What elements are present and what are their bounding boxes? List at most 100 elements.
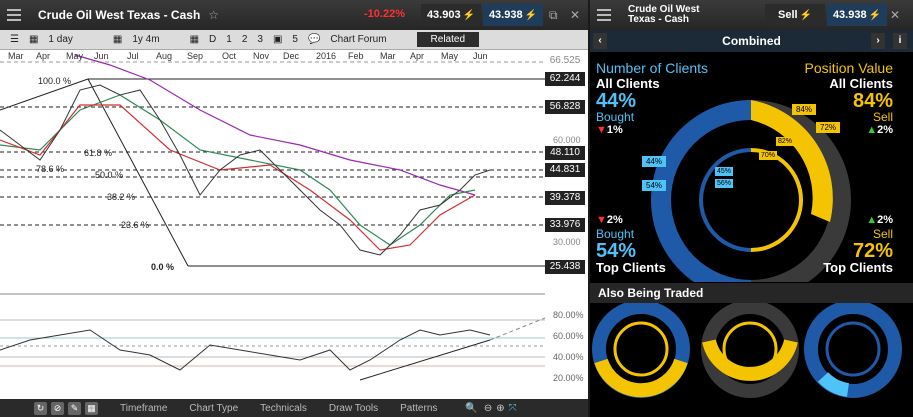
block-icon[interactable]: ⊘	[51, 401, 64, 415]
period-1[interactable]: 1	[226, 34, 232, 45]
lower-axis-label: 20.00%	[553, 373, 584, 383]
fib-0: 0.0 %	[151, 262, 175, 272]
interval-select[interactable]: 1 day	[48, 34, 73, 45]
price-label: 56.828	[545, 100, 585, 114]
sell-label-top: Sell	[872, 227, 893, 241]
bought-change-top: ▼2%	[596, 214, 623, 226]
zoom-in-icon[interactable]: ⊕	[496, 402, 505, 414]
range-select[interactable]: 1y 4m	[132, 34, 160, 45]
sell-arrow-icon: ⚡	[799, 9, 813, 21]
fib-100: 100.0 %	[38, 76, 72, 86]
also-traded-header: Also Being Traded	[590, 283, 913, 303]
price-label: 48.110	[545, 146, 585, 160]
chart-titlebar: Crude Oil West Texas - Cash ☆ -10.22% 43…	[0, 0, 588, 30]
calendar-icon-2[interactable]: ▦	[112, 34, 123, 45]
sell-arrow-icon: ⚡	[462, 9, 476, 21]
lower-axis-label: 60.00%	[553, 331, 584, 341]
down-arrow-icon: ▼	[596, 214, 607, 226]
ring-label: 44%	[642, 156, 667, 167]
buy-arrow-icon: ⚡	[524, 9, 538, 21]
sentiment-title: Crude Oil West Texas - Cash	[628, 4, 700, 25]
num-clients-label: Number of Clients	[596, 60, 709, 76]
zoom-icon[interactable]: 🔍	[465, 402, 478, 414]
settings-icon[interactable]: ☰	[10, 34, 19, 45]
sell-label: Sell	[872, 110, 893, 124]
bought-label-top: Bought	[596, 227, 635, 241]
chevron-right-icon[interactable]: ›	[871, 33, 885, 49]
calendar-icon-3[interactable]: ▦	[189, 34, 200, 45]
price-label: 33.976	[545, 218, 585, 232]
buy-price-box[interactable]: 43.938 ⚡	[827, 4, 887, 26]
price-label: 39.378	[545, 191, 585, 205]
brush-icon[interactable]: ✎	[68, 401, 81, 415]
related-button[interactable]: Related	[416, 32, 480, 47]
price-chart[interactable]	[0, 50, 588, 400]
fib-50: 50.0 %	[95, 170, 124, 180]
position-value-label: Position Value	[804, 60, 893, 76]
sentiment-titlebar: Crude Oil West Texas - Cash Sell ⚡ 43.938 ⚡…	[590, 0, 913, 30]
ring-label: 45%	[715, 167, 734, 176]
down-arrow-icon: ▼	[596, 124, 607, 136]
up-arrow-icon: ▲	[866, 124, 878, 136]
all-clients-label: All Clients	[596, 76, 660, 91]
info-icon[interactable]: i	[893, 33, 907, 49]
popout-icon[interactable]: ⧉	[549, 8, 558, 22]
period-5[interactable]: 5	[292, 34, 298, 45]
sell-price-box[interactable]: Sell ⚡	[765, 4, 825, 26]
fib-786: 78.6 %	[36, 164, 65, 174]
grid-icon[interactable]: ▦	[85, 401, 98, 415]
ring-label: 72%	[816, 122, 841, 133]
chart-bottombar: ↻ ⊘ ✎ ▦ Timeframe Chart Type Technicals …	[0, 399, 588, 417]
sell-price-box[interactable]: 43.903 ⚡	[421, 4, 481, 26]
lower-axis-label: 40.00%	[553, 352, 584, 362]
also-traded-rings[interactable]	[590, 303, 913, 415]
combined-header: ‹ Combined › i	[590, 30, 913, 52]
period-2[interactable]: 2	[241, 34, 248, 45]
patterns-tab[interactable]: Patterns	[400, 402, 438, 414]
chevron-left-icon[interactable]: ‹	[593, 33, 607, 49]
up-arrow-icon: ▲	[866, 214, 878, 226]
chart-forum-button[interactable]: Chart Forum	[330, 34, 387, 45]
change-pct: -10.22%	[364, 8, 405, 20]
price-axis-label: 30.000	[553, 237, 581, 247]
zoom-out-icon[interactable]: ⊖	[483, 402, 493, 414]
close-icon[interactable]: ✕	[570, 8, 581, 22]
star-icon[interactable]: ☆	[208, 8, 220, 22]
ring-label: 54%	[642, 180, 667, 191]
price-axis-label: 60.000	[553, 135, 581, 145]
combined-label: Combined	[722, 34, 781, 48]
ring-label: 70%	[759, 151, 778, 160]
period-d[interactable]: D	[209, 34, 217, 45]
fib-618: 61.8 %	[84, 148, 113, 158]
timeframe-tab[interactable]: Timeframe	[120, 402, 168, 414]
buy-arrow-icon: ⚡	[868, 9, 882, 21]
draw-tools-tab[interactable]: Draw Tools	[328, 402, 379, 414]
chat-icon[interactable]: 💬	[307, 34, 321, 45]
price-label: 25.438	[545, 260, 585, 274]
bought-change-all: ▼1%	[596, 124, 623, 136]
menu-icon[interactable]	[0, 0, 28, 30]
refresh-icon[interactable]: ↻	[34, 401, 47, 415]
chart-panel: Crude Oil West Texas - Cash ☆ -10.22% 43…	[0, 0, 588, 417]
sell-change-top: ▲2%	[866, 214, 893, 226]
compare-icon[interactable]: ▣	[272, 34, 283, 45]
ring-label: 82%	[776, 137, 795, 146]
sell-pct-top: 72%	[852, 240, 893, 262]
calendar-icon[interactable]: ▦	[28, 34, 39, 45]
price-label: 62.244	[545, 72, 585, 86]
bought-pct-all: 44%	[596, 90, 637, 112]
buy-price-box[interactable]: 43.938 ⚡	[483, 4, 543, 26]
sell-pct-all: 84%	[852, 90, 893, 112]
period-3[interactable]: 3	[257, 34, 263, 45]
bought-label: Bought	[596, 110, 635, 124]
month-axis: Mar Apr May Jun Jul Aug Sep Oct Nov Dec …	[8, 51, 488, 61]
all-clients-label-right: All Clients	[829, 76, 893, 91]
close-icon[interactable]: ✕	[890, 8, 901, 22]
technicals-tab[interactable]: Technicals	[260, 402, 307, 414]
menu-icon[interactable]	[590, 0, 618, 30]
price-label: 66.525	[545, 54, 585, 68]
chart-type-tab[interactable]: Chart Type	[189, 402, 239, 414]
top-clients-label: Top Clients	[596, 260, 666, 275]
fit-icon[interactable]: ⤧	[508, 402, 517, 414]
ring-label: 56%	[715, 179, 734, 188]
